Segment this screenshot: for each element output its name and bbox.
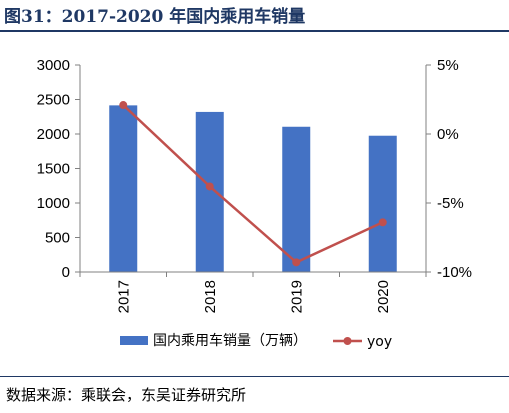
left-tick-label-2500: 2500 <box>37 92 70 109</box>
x-tick-label-2018: 2018 <box>202 280 219 313</box>
bar-group <box>109 105 397 273</box>
right-tick-label-5%: 5% <box>437 57 459 74</box>
title-rule <box>0 30 509 32</box>
x-tick-label-2020: 2020 <box>375 280 392 313</box>
x-tick-label-2019: 2019 <box>288 280 305 313</box>
right-tick-label-0%: 0% <box>437 126 459 143</box>
left-tick-label-1500: 1500 <box>37 161 70 178</box>
legend-line-label: yoy <box>367 334 392 350</box>
x-tick-label-2017: 2017 <box>115 280 132 313</box>
left-tick-label-3000: 3000 <box>37 57 70 74</box>
yoy-point-2020 <box>378 218 387 227</box>
left-tick-label-500: 500 <box>45 230 70 247</box>
left-tick-label-2000: 2000 <box>37 126 70 143</box>
yoy-line <box>122 104 384 264</box>
yoy-point-2019 <box>292 258 301 267</box>
yoy-point-2017 <box>119 101 128 110</box>
yoy-line-group <box>119 101 387 267</box>
right-tick-label--10%: -10% <box>437 264 472 281</box>
tick-labels: 0 500 1000 1500 2000 2500 3000 -10% -5% 0% 5% 2017 2… <box>37 57 472 313</box>
chart-title: 图31：2017-2020 年国内乘用车销量 <box>4 7 306 27</box>
source-rule <box>0 376 509 377</box>
left-tick-label-0: 0 <box>62 264 70 281</box>
legend-bar-swatch <box>120 336 148 345</box>
chart: 0 500 1000 1500 2000 2500 3000 -10% -5% 0% 5% 2017 2… <box>37 57 472 350</box>
axes <box>75 64 431 277</box>
bar-2017 <box>109 105 138 273</box>
left-tick-label-1000: 1000 <box>37 195 70 212</box>
legend: 国内乘用车销量（万辆） yoy <box>120 332 392 350</box>
bar-2020 <box>368 135 397 272</box>
bar-2019 <box>282 126 311 272</box>
bar-2018 <box>195 111 224 272</box>
source-note: 数据来源：乘联会，东吴证券研究所 <box>6 386 247 404</box>
right-tick-label--5%: -5% <box>437 195 464 212</box>
legend-bar-label: 国内乘用车销量（万辆） <box>153 332 307 349</box>
legend-line-marker <box>343 337 352 345</box>
yoy-point-2018 <box>205 182 214 191</box>
